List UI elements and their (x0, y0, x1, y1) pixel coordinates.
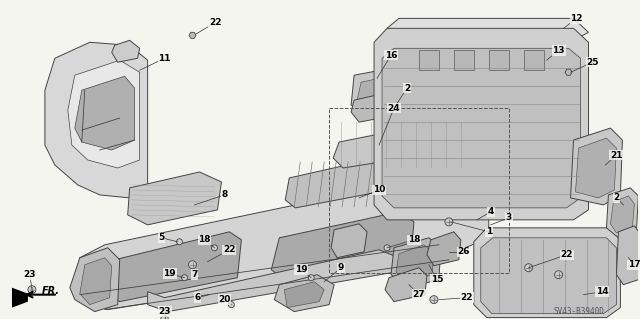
Circle shape (161, 315, 168, 319)
Text: 13: 13 (552, 46, 565, 55)
Polygon shape (565, 69, 572, 75)
Polygon shape (275, 275, 334, 312)
Polygon shape (396, 245, 434, 282)
Polygon shape (607, 188, 638, 238)
Polygon shape (611, 196, 634, 233)
Polygon shape (481, 238, 616, 314)
Circle shape (384, 245, 390, 251)
Circle shape (228, 302, 234, 308)
Polygon shape (331, 224, 367, 258)
Text: 6: 6 (195, 293, 200, 302)
Text: 3: 3 (506, 213, 512, 222)
Polygon shape (80, 258, 112, 305)
Text: SV43-B3940D: SV43-B3940D (553, 307, 604, 316)
Polygon shape (285, 160, 381, 208)
Text: 24: 24 (388, 104, 400, 113)
Text: 10: 10 (373, 185, 385, 194)
Polygon shape (112, 40, 140, 62)
Polygon shape (75, 76, 134, 150)
Circle shape (430, 296, 438, 304)
Text: 20: 20 (218, 295, 230, 304)
Polygon shape (70, 248, 120, 312)
Text: 22: 22 (560, 250, 573, 259)
Text: 23: 23 (158, 307, 171, 316)
Circle shape (445, 218, 453, 226)
Polygon shape (284, 282, 324, 308)
Text: 8: 8 (221, 190, 228, 199)
Text: 17: 17 (628, 260, 640, 269)
Polygon shape (575, 138, 616, 198)
Polygon shape (189, 32, 196, 38)
Polygon shape (148, 250, 399, 312)
Circle shape (555, 271, 563, 279)
Polygon shape (427, 232, 461, 266)
Text: 1: 1 (486, 227, 492, 236)
Circle shape (211, 245, 218, 251)
Text: 21: 21 (610, 151, 623, 160)
Polygon shape (105, 232, 241, 302)
Text: 22: 22 (209, 18, 221, 27)
Text: 16: 16 (385, 51, 397, 60)
Circle shape (182, 275, 188, 281)
Polygon shape (474, 228, 620, 318)
Text: 15: 15 (431, 275, 443, 284)
Polygon shape (68, 60, 140, 168)
Text: 18: 18 (408, 235, 420, 244)
Text: 7: 7 (191, 270, 198, 279)
Polygon shape (419, 50, 439, 70)
Polygon shape (271, 212, 414, 280)
Circle shape (308, 275, 314, 281)
Polygon shape (489, 50, 509, 70)
Text: 27: 27 (413, 290, 425, 299)
Circle shape (28, 286, 36, 294)
Text: 9: 9 (338, 263, 344, 272)
Text: 14: 14 (596, 287, 609, 296)
Circle shape (525, 264, 532, 272)
Text: 22: 22 (223, 245, 236, 254)
Polygon shape (382, 48, 580, 208)
Text: 18: 18 (198, 235, 211, 244)
Text: 19: 19 (295, 265, 308, 274)
Text: 11: 11 (158, 54, 171, 63)
Polygon shape (357, 76, 397, 110)
Polygon shape (524, 50, 543, 70)
Polygon shape (387, 19, 589, 40)
Circle shape (189, 261, 196, 269)
Polygon shape (374, 28, 589, 220)
Polygon shape (80, 175, 489, 310)
Polygon shape (333, 118, 471, 168)
Polygon shape (391, 238, 441, 288)
Text: 26: 26 (458, 247, 470, 256)
Bar (329, 108, 509, 273)
Text: 19: 19 (163, 269, 176, 278)
Polygon shape (351, 68, 404, 115)
Text: 4: 4 (488, 207, 494, 216)
Text: 2: 2 (404, 84, 410, 93)
Polygon shape (616, 226, 640, 285)
Polygon shape (12, 288, 28, 308)
Polygon shape (127, 172, 221, 225)
Text: 2: 2 (613, 193, 620, 202)
Text: 22: 22 (461, 293, 473, 302)
Polygon shape (385, 268, 427, 302)
Polygon shape (454, 50, 474, 70)
Text: 23: 23 (24, 270, 36, 279)
Text: FR.: FR. (42, 286, 60, 296)
Polygon shape (570, 128, 623, 205)
Text: 5: 5 (159, 233, 164, 242)
Text: 12: 12 (570, 14, 583, 23)
Text: 25: 25 (586, 58, 599, 67)
Polygon shape (351, 92, 399, 122)
Circle shape (177, 239, 182, 245)
Polygon shape (45, 42, 148, 198)
